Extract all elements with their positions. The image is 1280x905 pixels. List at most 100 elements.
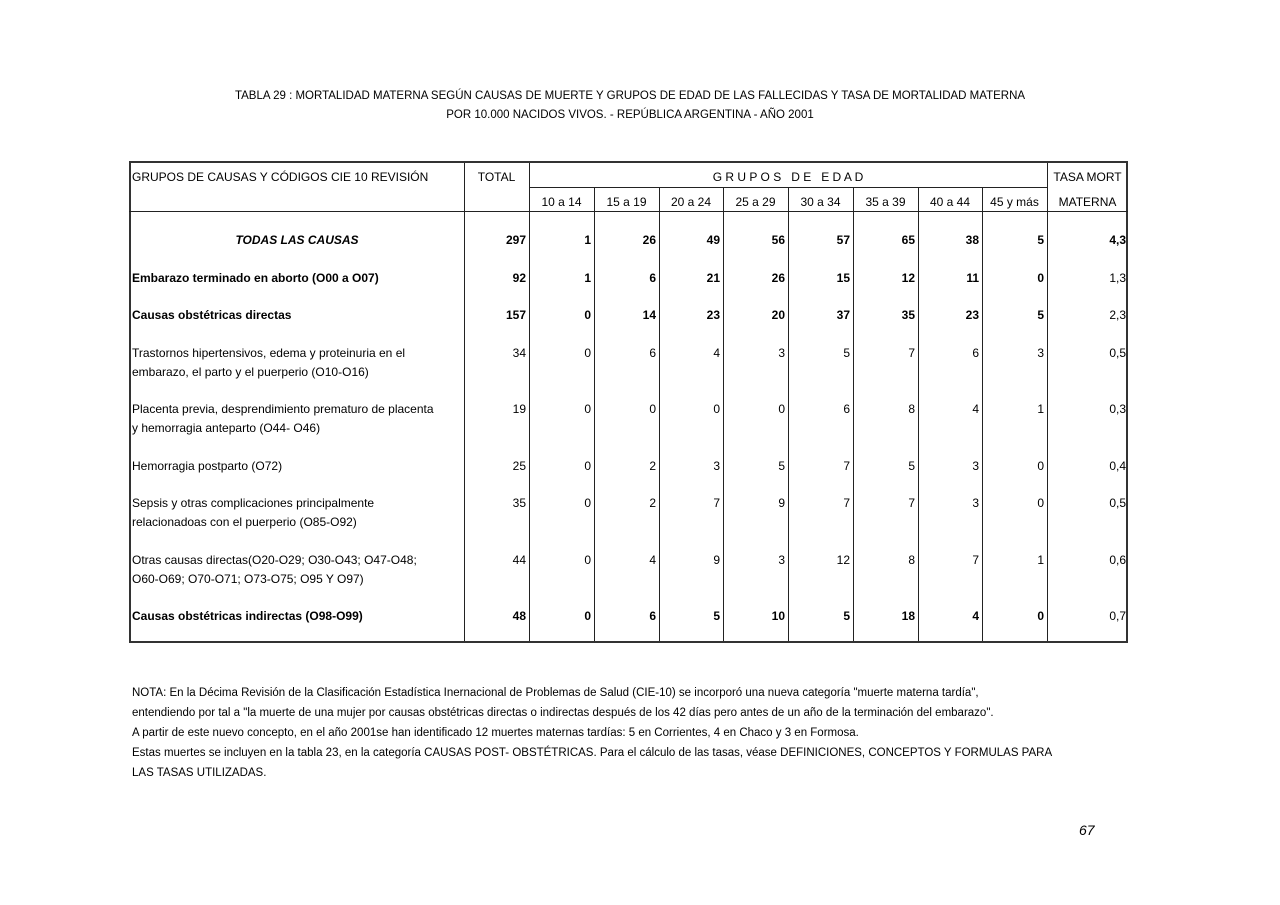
age-value: 1 (1037, 553, 1044, 567)
age-value: 0 (713, 402, 720, 416)
age-value: 0 (1037, 609, 1044, 623)
age-value: 0 (584, 609, 591, 623)
age-value: 10 (771, 609, 785, 623)
total-value: 34 (512, 346, 526, 360)
total-value: 48 (512, 609, 526, 623)
age-value: 4 (713, 346, 720, 360)
age-value: 6 (649, 609, 656, 623)
column-divider (529, 163, 530, 641)
age-value: 37 (836, 308, 850, 322)
age-value: 5 (908, 459, 915, 473)
cause-label: Causas obstétricas indirectas (O98-O99) (132, 609, 363, 623)
table-title-line1: TABLA 29 : MORTALIDAD MATERNA SEGÚN CAUS… (234, 90, 1026, 102)
tasa-value: 0,7 (1109, 609, 1126, 623)
age-value: 4 (649, 553, 656, 567)
column-divider (659, 187, 660, 641)
age-value: 6 (972, 346, 979, 360)
age-value: 8 (908, 402, 915, 416)
age-value: 23 (965, 308, 979, 322)
age-value: 0 (1037, 271, 1044, 285)
column-divider (918, 187, 919, 641)
header-age-5: 35 a 39 (865, 195, 906, 209)
age-value: 7 (908, 496, 915, 510)
header-tasa-line2: MATERNA (1058, 195, 1117, 209)
age-value: 21 (706, 271, 720, 285)
header-age-4: 30 a 34 (800, 195, 841, 209)
age-value: 18 (901, 609, 915, 623)
age-value: 9 (713, 553, 720, 567)
header-age-groups: G R U P O S D E E D A D (712, 170, 864, 184)
age-value: 0 (584, 308, 591, 322)
age-value: 7 (843, 496, 850, 510)
age-value: 1 (584, 271, 591, 285)
age-value: 5 (1037, 308, 1044, 322)
age-value: 3 (713, 459, 720, 473)
header-total: TOTAL (477, 170, 516, 184)
age-value: 0 (584, 402, 591, 416)
note-line: A partir de este nuevo concepto, en el a… (132, 727, 859, 739)
tasa-value: 0,4 (1109, 459, 1126, 473)
age-value: 0 (649, 402, 656, 416)
note-line: LAS TASAS UTILIZADAS. (132, 767, 267, 779)
age-value: 0 (1037, 459, 1044, 473)
age-value: 14 (642, 308, 656, 322)
note-line: Estas muertes se incluyen en la tabla 23… (132, 747, 1053, 759)
tasa-value: 1,3 (1109, 271, 1126, 285)
age-value: 1 (1037, 402, 1044, 416)
total-value: 25 (512, 459, 526, 473)
page-number: 67 (1079, 822, 1095, 838)
age-value: 26 (771, 271, 785, 285)
age-value: 5 (843, 346, 850, 360)
age-value: 35 (901, 308, 915, 322)
age-value: 2 (649, 496, 656, 510)
age-value: 49 (706, 233, 720, 247)
cause-label: Placenta previa, desprendimiento prematu… (132, 402, 434, 416)
cause-label: Trastornos hipertensivos, edema y protei… (132, 346, 406, 360)
cause-label: relacionadoas con el puerperio (O85-O92) (132, 515, 357, 529)
header-age-1: 15 a 19 (606, 195, 647, 209)
age-value: 7 (908, 346, 915, 360)
age-value: 2 (649, 459, 656, 473)
age-value: 8 (908, 553, 915, 567)
age-value: 38 (965, 233, 979, 247)
cause-label: Causas obstétricas directas (132, 308, 292, 322)
age-value: 6 (649, 346, 656, 360)
age-value: 15 (836, 271, 850, 285)
age-value: 3 (1037, 346, 1044, 360)
header-age-2: 20 a 24 (670, 195, 712, 209)
age-value: 3 (778, 553, 785, 567)
cause-label: Hemorragia postparto (O72) (132, 459, 283, 473)
age-value: 56 (771, 233, 785, 247)
total-value: 44 (512, 553, 526, 567)
age-value: 23 (706, 308, 720, 322)
age-value: 65 (901, 233, 915, 247)
mortality-table: GRUPOS DE CAUSAS Y CÓDIGOS CIE 10 REVISI… (129, 161, 1128, 643)
total-value: 297 (505, 233, 526, 247)
column-divider (723, 187, 724, 641)
cause-label: Sepsis y otras complicaciones principalm… (132, 496, 375, 510)
age-value: 3 (972, 496, 979, 510)
total-value: 157 (505, 308, 526, 322)
header-tasa-line1: TASA MORT (1053, 170, 1122, 184)
total-value: 92 (512, 271, 526, 285)
header-age-7: 45 y más (990, 195, 1039, 209)
tasa-value: 0,5 (1109, 346, 1126, 360)
age-value: 7 (713, 496, 720, 510)
age-value: 57 (836, 233, 850, 247)
note-line: entendiendo por tal a "la muerte de una … (132, 707, 994, 719)
age-value: 4 (972, 402, 979, 416)
age-value: 5 (713, 609, 720, 623)
column-divider (464, 163, 465, 641)
tasa-value: 0,6 (1109, 553, 1126, 567)
tasa-value: 4,3 (1109, 233, 1126, 247)
age-value: 5 (1037, 233, 1044, 247)
cause-label: TODAS LAS CAUSAS (235, 233, 359, 247)
header-age-6: 40 a 44 (929, 195, 971, 209)
age-value: 0 (1037, 496, 1044, 510)
age-value: 11 (966, 271, 979, 285)
age-value: 4 (972, 609, 979, 623)
row-divider (529, 187, 1047, 188)
cause-label: y hemorragia anteparto (O44- O46) (132, 421, 321, 435)
age-value: 0 (584, 346, 591, 360)
header-causes: GRUPOS DE CAUSAS Y CÓDIGOS CIE 10 REVISI… (132, 170, 429, 184)
